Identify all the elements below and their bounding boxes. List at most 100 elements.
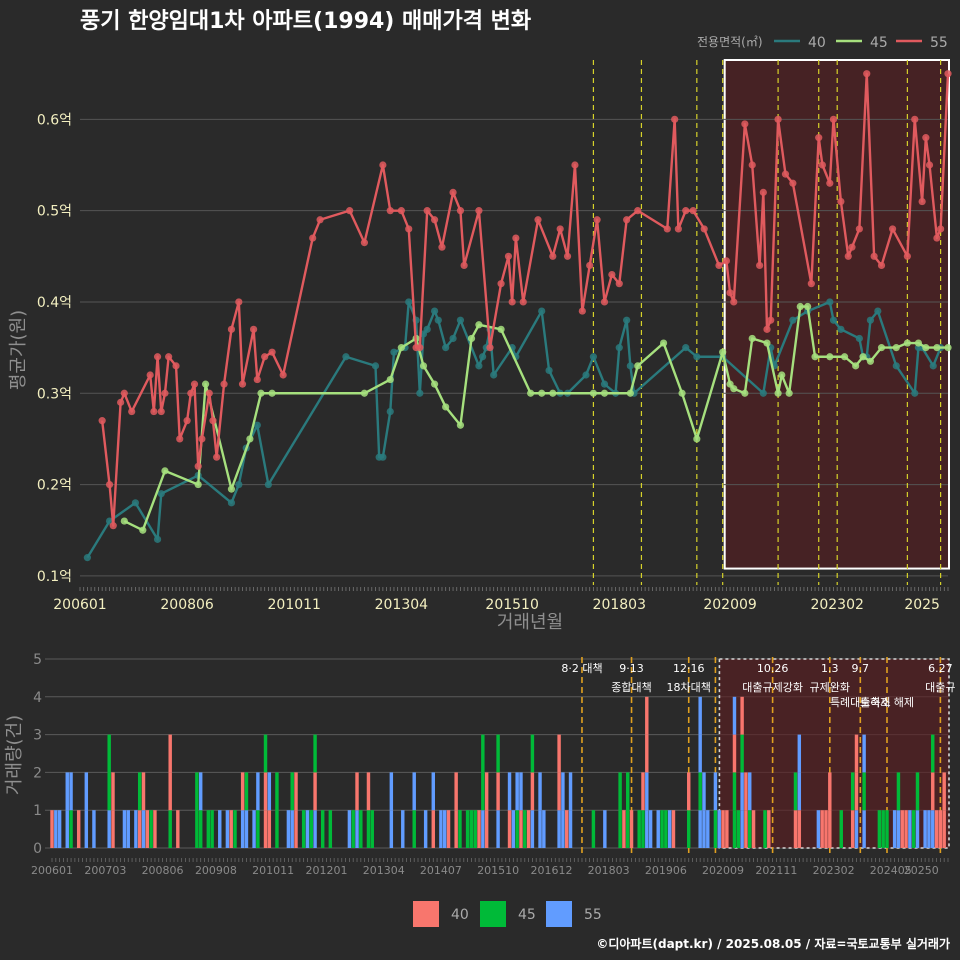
bar-segment	[84, 810, 89, 848]
bar-segment	[198, 772, 203, 811]
bar-segment	[645, 772, 649, 811]
bar-segment	[797, 772, 802, 811]
bar-segment	[931, 772, 935, 811]
bar-segment	[195, 810, 199, 848]
bar-segment	[797, 810, 802, 848]
bar-segment	[69, 772, 73, 811]
bar-segment	[465, 810, 470, 848]
bar-segment	[286, 810, 291, 848]
bar-segment	[931, 810, 935, 848]
bar-segment	[934, 810, 939, 848]
policy-label: 8·2 대책	[561, 662, 602, 675]
bar-segment	[92, 810, 96, 848]
bar-segment	[542, 810, 546, 848]
bar-segment	[389, 772, 394, 811]
bar-segment	[828, 810, 832, 848]
bar-segment	[824, 810, 828, 848]
bar-segment	[557, 810, 561, 848]
bar-segment	[153, 810, 157, 848]
x-tick-label: 202009	[703, 597, 756, 613]
bar-segment	[263, 810, 268, 848]
bar-segment	[431, 772, 435, 811]
bar-segment	[721, 810, 725, 848]
bar-segment	[751, 810, 756, 848]
policy-label-detail: 토허제 해제	[860, 695, 914, 709]
bar-segment	[568, 810, 573, 848]
bar-segment	[198, 810, 203, 848]
bar-segment	[927, 810, 931, 848]
bar-segment	[629, 810, 634, 848]
bar-x-tick-label: 201803	[588, 864, 630, 877]
bar-y-tick-label: 0	[33, 841, 42, 857]
chart-title: 풍기 한양임대1차 아파트(1994) 매매가격 변화	[80, 9, 531, 34]
bar-y-tick-label: 4	[33, 690, 42, 706]
bar-segment	[664, 810, 668, 848]
bar-segment	[660, 810, 664, 848]
bar-legend-label-40: 40	[451, 907, 469, 923]
bar-segment	[854, 810, 859, 848]
bar-segment	[484, 772, 489, 811]
bar-segment	[557, 772, 561, 811]
policy-label: 9·13	[619, 662, 644, 675]
bar-segment	[469, 810, 474, 848]
bar-segment	[740, 734, 744, 773]
bar-segment	[816, 810, 821, 848]
bar-segment	[511, 810, 516, 848]
bar-segment	[862, 734, 866, 773]
bar-segment	[107, 772, 111, 811]
bottom-legend: 40 45 55	[413, 901, 602, 927]
bar-segment	[473, 810, 477, 848]
bar-x-tick-label: 200806	[142, 864, 184, 877]
bar-segment	[667, 810, 672, 848]
bar-segment	[526, 810, 531, 848]
legend-title: 전용면적(㎡)	[697, 35, 763, 49]
bar-segment	[877, 810, 882, 848]
bar-segment	[412, 810, 416, 848]
policy-label: 12·16	[673, 662, 705, 675]
bar-segment	[481, 810, 485, 848]
bar-segment	[401, 810, 405, 848]
bar-segment	[305, 810, 310, 848]
bar-segment	[645, 734, 649, 773]
bar-segment	[862, 772, 866, 811]
x-tick-label: 201011	[268, 597, 321, 613]
policy-label-detail: 대출규제강화	[742, 681, 803, 694]
bar-segment	[141, 810, 146, 848]
bar-segment	[732, 810, 737, 848]
bar-x-tick-label: 20250	[904, 864, 939, 877]
bar-segment	[911, 810, 916, 848]
bar-y-tick-label: 5	[33, 652, 42, 668]
bar-segment	[267, 810, 272, 848]
series-line-40	[86, 300, 942, 559]
policy-label: 10.26	[757, 662, 789, 675]
bar-x-tick-label: 201201	[306, 864, 348, 877]
bar-segment	[496, 734, 500, 773]
bar-segment	[244, 772, 249, 811]
bar-segment	[519, 810, 523, 848]
series-line-55	[100, 72, 950, 527]
bar-segment	[351, 810, 355, 848]
bar-x-tick-label: 201906	[645, 864, 687, 877]
bar-segment	[65, 772, 69, 811]
policy-label-detail: 18차대책	[667, 681, 711, 694]
bar-segment	[698, 696, 702, 735]
bar-segment	[671, 810, 676, 848]
bar-segment	[195, 772, 199, 811]
bar-x-tick-label: 201510	[477, 864, 519, 877]
bar-segment	[275, 772, 279, 811]
bar-segment	[137, 810, 142, 848]
bar-legend-label-45: 45	[518, 907, 536, 923]
bar-segment	[591, 810, 596, 848]
bar-segment	[763, 810, 767, 848]
bar-segment	[366, 772, 371, 811]
bar-x-tick-label: 200601	[31, 864, 73, 877]
bar-segment	[732, 772, 737, 811]
legend-label-40: 40	[808, 35, 826, 51]
bar-segment	[850, 772, 855, 811]
bar-segment	[229, 810, 233, 848]
bar-segment	[496, 810, 500, 848]
bar-segment	[442, 810, 447, 848]
bar-segment	[168, 734, 172, 773]
bar-segment	[938, 810, 943, 848]
bar-segment	[141, 772, 146, 811]
